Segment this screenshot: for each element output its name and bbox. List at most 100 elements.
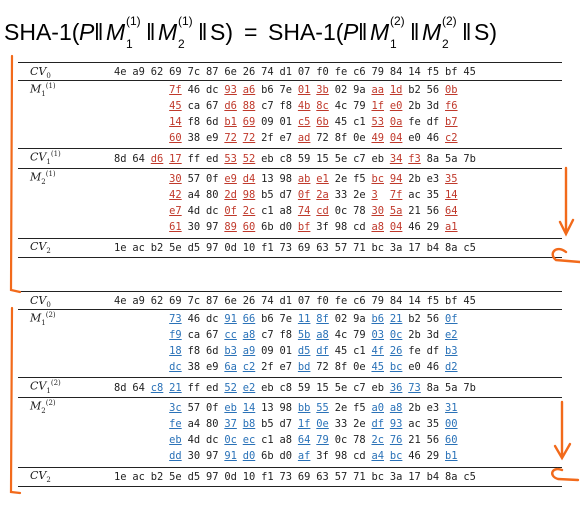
eq-rhs-m1: M — [370, 19, 390, 45]
eq-lhs-p: P — [79, 19, 95, 45]
hex-byte: 87 — [205, 66, 219, 78]
cv1-row: 8d 64 c8 21 ff ed 52 e2 eb c8 59 15 5e c7 eb 36 73 8a 5a 7b — [114, 382, 482, 394]
hex-byte-text: ed — [205, 153, 219, 165]
hex-byte: bc — [371, 471, 384, 483]
hex-byte: 59 — [298, 382, 316, 394]
hex-byte: 6a — [224, 361, 242, 373]
hex-byte-text: df — [371, 418, 384, 430]
eq-lhs-bars-1: ‖ — [94, 19, 104, 45]
hex-byte-text: eb — [371, 382, 384, 394]
hex-byte-text: 61 — [169, 221, 182, 233]
hex-byte: a8 — [243, 329, 261, 341]
hex-byte: 04 — [390, 221, 408, 233]
hex-byte-text: eb — [261, 153, 274, 165]
hex-byte-text: c8 — [150, 382, 164, 394]
hex-byte: 36 — [390, 382, 408, 394]
hex-byte: b4 — [426, 242, 440, 254]
hex-byte: a8 — [316, 329, 334, 341]
hex-byte-text: e9 — [205, 132, 219, 144]
m1-row: 18 f8 6d b3 a9 09 01 d5 df 45 c1 4f 26 fe df b3 — [114, 345, 463, 357]
hex-byte: eb — [261, 382, 279, 394]
hex-byte-text: 80 — [205, 189, 219, 201]
hex-byte: eb — [261, 153, 279, 165]
rule — [18, 291, 562, 292]
hex-byte-text: 0c — [224, 434, 237, 446]
hex-byte: 87 — [205, 295, 219, 307]
hex-byte-text: 0c — [334, 205, 348, 217]
hex-byte: dc — [169, 361, 187, 373]
hex-byte: 45 — [169, 100, 187, 112]
hex-byte: d7 — [280, 418, 298, 430]
cv2-row: 1e ac b2 5e d5 97 0d 10 f1 73 69 63 57 71 bc 3a 17 b4 8a c5 — [114, 471, 482, 483]
hex-byte: 0f — [206, 173, 224, 185]
hex-byte: 2b — [408, 100, 426, 112]
hex-byte-text: 14 — [445, 189, 458, 201]
hex-byte: 8a — [445, 242, 458, 254]
hex-byte: 37 — [224, 418, 242, 430]
hex-byte: 8d — [114, 382, 132, 394]
hex-byte-text: 7e — [279, 84, 293, 96]
hex-byte: f5 — [353, 402, 371, 414]
hex-byte-text: c1 — [353, 116, 366, 128]
hex-byte: bf — [445, 295, 458, 307]
hex-byte-text: 0a — [389, 116, 403, 128]
hex-byte-text: d5 — [297, 345, 311, 357]
hex-byte: e7 — [280, 132, 298, 144]
cv1-label: CV1(1) — [30, 150, 61, 166]
hex-byte: 5a — [445, 382, 463, 394]
hex-byte: ca — [188, 100, 206, 112]
hex-byte: ac — [132, 471, 145, 483]
hex-byte: 97 — [206, 221, 224, 233]
hex-byte-text: e0 — [389, 100, 403, 112]
hex-byte: e0 — [390, 100, 408, 112]
hex-byte-text: 6a — [224, 361, 237, 373]
hex-byte-text: c7 — [353, 382, 366, 394]
hex-byte-text: 5a — [445, 153, 458, 165]
hex-byte-text: 14 — [242, 402, 256, 414]
hex-byte: 0c — [224, 434, 242, 446]
hex-byte-text: aa — [371, 84, 384, 96]
hex-byte-text: ff — [187, 153, 201, 165]
hex-byte-text: d0 — [242, 450, 256, 462]
hex-byte: 73 — [169, 313, 187, 325]
hex-byte-text: 97 — [205, 450, 219, 462]
hex-byte: 93 — [224, 84, 242, 96]
hex-byte: 02 — [335, 84, 353, 96]
hex-byte-text: df — [316, 345, 329, 357]
eq-rhs-bars-3: ‖ — [462, 19, 472, 45]
hex-byte: 21 — [408, 205, 426, 217]
hex-byte-text: d0 — [279, 450, 293, 462]
hex-byte-text: a4 — [187, 189, 201, 201]
hex-byte: f1 — [261, 242, 274, 254]
hex-byte: 74 — [261, 295, 274, 307]
hex-byte-text: d7 — [279, 418, 293, 430]
eq-lhs-m1-sub: 1 — [126, 37, 133, 51]
hex-byte-text: 38 — [187, 132, 201, 144]
hex-byte: 72 — [243, 132, 261, 144]
cv2-row: 1e ac b2 5e d5 97 0d 10 f1 73 69 63 57 71 bc 3a 17 b4 8a c5 — [114, 242, 482, 254]
hex-byte-text: c1 — [261, 434, 274, 446]
hex-byte: 35 — [445, 173, 463, 185]
hex-byte-text: 7f — [169, 84, 182, 96]
eq-rhs-m2-sup: (2) — [442, 14, 457, 28]
hex-byte-text: 91 — [224, 313, 237, 325]
hex-byte: 69 — [243, 116, 261, 128]
collision-table-1: CV0 4e a9 62 69 7c 87 6e 26 74 d1 07 f0 fe c6 79 84 14 f5… — [18, 62, 562, 272]
hex-byte-text: f8 — [279, 329, 293, 341]
hex-byte-text: 30 — [187, 450, 201, 462]
hex-byte-text: b2 — [408, 84, 421, 96]
hex-byte-text: 35 — [445, 173, 458, 185]
hex-byte: 2a — [316, 189, 334, 201]
hex-byte-text: 8f — [334, 361, 348, 373]
hex-byte: 49 — [371, 132, 389, 144]
hex-byte-text: 13 — [261, 402, 274, 414]
hex-byte: 5e — [169, 242, 182, 254]
hex-byte-text: dc — [169, 361, 182, 373]
eq-lhs-m1: M — [106, 19, 126, 45]
hex-byte-text: cd — [353, 450, 366, 462]
hex-byte-text: 45 — [371, 361, 384, 373]
hex-byte: 13 — [261, 402, 279, 414]
hex-byte: aa — [371, 84, 389, 96]
hex-byte: 74 — [298, 205, 316, 217]
hex-byte-text: f5 — [353, 173, 366, 185]
